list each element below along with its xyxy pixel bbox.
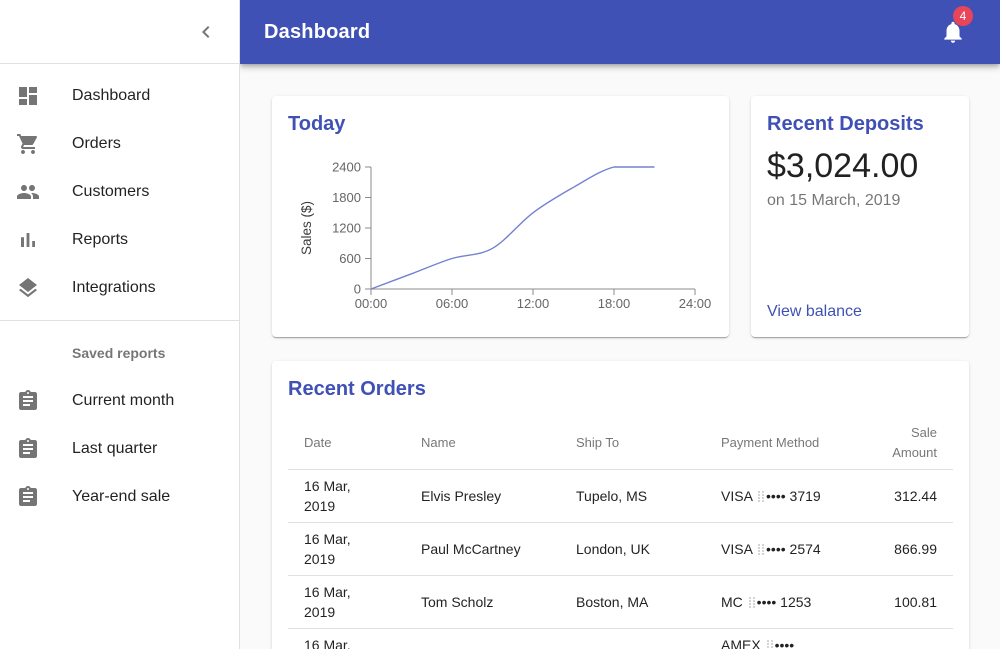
order-name: Paul McCartney [405,522,560,576]
drawer-header [0,0,239,64]
today-chart-card: Today 0 600 1200 1800 2400 00:00 06:00 12:00 18:… [272,96,729,337]
sidebar-item-reports[interactable]: Reports [0,216,239,264]
sidebar-item-label: Dashboard [72,87,151,104]
card-dots-icon [765,639,775,649]
column-header: Payment Method [705,417,849,470]
sidebar-item-customers[interactable]: Customers [0,168,239,216]
table-row: 16 Mar, 2019 Elvis Presley Tupelo, MS VISA •… [288,469,953,523]
sidebar: Dashboard Orders Customers Reports Integrati… [0,0,240,649]
appbar: Dashboard 4 [240,0,1000,64]
bell-icon [944,21,962,43]
deposit-amount: $3,024.00 [767,147,919,185]
order-date: 16 Mar,2019 [288,469,405,523]
dashboard-icon [19,87,37,105]
deposit-date: on 15 March, 2019 [767,192,901,209]
sidebar-item-label: Orders [72,135,121,152]
svg-text:18:00: 18:00 [598,296,631,311]
sidebar-item-dashboard[interactable]: Dashboard [0,72,239,120]
saved-reports-list: Saved reports Current month Last quarter Y… [0,321,239,529]
sidebar-item-label: Current month [72,392,175,409]
sidebar-item-label: Customers [72,183,150,200]
view-balance-link[interactable]: View balance [767,303,862,320]
order-sale-amount: 654.39 [849,628,953,649]
order-date: 16 Mar,2019 [288,522,405,576]
order-sale-amount: 312.44 [849,469,953,523]
recent-orders-table: Date Name Ship To Payment Method Sale Amount… [288,417,953,649]
table-row: 16 Mar, 2019 Tom Scholz Boston, MA MC •••• 1… [288,575,953,629]
svg-text:24:00: 24:00 [679,296,712,311]
order-payment-method: VISA •••• 2574 [705,522,849,576]
order-payment-method: MC •••• 1253 [705,575,849,629]
page-title: Dashboard [264,20,371,43]
sidebar-item-orders[interactable]: Orders [0,120,239,168]
spacer [767,210,953,303]
order-sale-amount: 866.99 [849,522,953,576]
svg-text:0: 0 [354,282,361,297]
assignment-icon [19,390,37,410]
sidebar-divider [0,320,239,321]
order-ship-to: London, UK [560,522,705,576]
barchart-icon [21,233,35,247]
column-header: Name [405,417,560,470]
svg-text:1800: 1800 [332,190,361,205]
sidebar-item-label: Reports [72,231,129,248]
people-icon [17,185,39,199]
layers-icon [19,278,37,298]
card-dots-icon [756,543,766,556]
table-row: 16 Mar,2019Michael JacksonGary, INAMEX •… [288,628,953,649]
svg-text:Sales ($): Sales ($) [299,201,314,255]
cart-icon [17,134,37,154]
notification-badge: 4 [953,6,973,26]
table-header-row: Date Name Ship To Payment Method Sale Amount [288,417,953,470]
order-ship-to: Gary, IN [560,628,705,649]
deposits-card-title: Recent Deposits [767,113,924,135]
column-header: Ship To [560,417,705,470]
chevron-left-icon [202,25,210,38]
today-card-title: Today [288,113,346,135]
order-sale-amount: 100.81 [849,575,953,629]
saved-reports-subheader: Saved reports [72,345,166,361]
svg-text:2400: 2400 [332,160,361,175]
column-header: Date [288,417,405,470]
order-name: Michael Jackson [405,628,560,649]
order-date: 16 Mar,2019 [288,628,405,649]
orders-card-title: Recent Orders [288,378,426,400]
main-nav-list: Dashboard Orders Customers Reports Integrati… [0,64,239,320]
notifications-button[interactable]: 4 [940,6,973,45]
recent-deposits-card: Recent Deposits $3,024.00 on 15 March, 2… [751,96,969,337]
assignment-icon [19,486,37,506]
assignment-icon [19,438,37,458]
sidebar-item-label: Integrations [72,279,156,296]
svg-text:00:00: 00:00 [355,296,388,311]
column-header: Sale Amount [849,417,953,470]
sidebar-item-current-month[interactable]: Current month [0,377,239,425]
table-row: 16 Mar, 2019 Paul McCartney London, UK VISA … [288,522,953,576]
order-name: Elvis Presley [405,469,560,523]
order-name: Tom Scholz [405,575,560,629]
sidebar-item-last-quarter[interactable]: Last quarter [0,425,239,473]
order-date: 16 Mar,2019 [288,575,405,629]
recent-orders-card: Recent Orders Date Name Ship To Payment Met… [272,361,969,649]
order-payment-method: AMEX ••••2000 [705,628,849,649]
sidebar-item-label: Last quarter [72,440,158,457]
sidebar-item-label: Year-end sale [72,488,171,505]
collapse-drawer-button[interactable] [194,20,218,44]
svg-text:12:00: 12:00 [517,296,550,311]
sidebar-item-year-end-sale[interactable]: Year-end sale [0,473,239,521]
sales-line-chart: 0 600 1200 1800 2400 00:00 06:00 12:00 18:00 24:0… [288,140,713,312]
order-ship-to: Tupelo, MS [560,469,705,523]
svg-text:1200: 1200 [332,221,361,236]
order-payment-method: VISA •••• 3719 [705,469,849,523]
card-dots-icon [747,596,757,609]
svg-text:600: 600 [339,251,361,266]
order-ship-to: Boston, MA [560,575,705,629]
sidebar-item-integrations[interactable]: Integrations [0,264,239,312]
card-dots-icon [756,490,766,503]
svg-text:06:00: 06:00 [436,296,469,311]
main-content: Today 0 600 1200 1800 2400 00:00 06:00 12:00 18:… [240,64,1000,649]
